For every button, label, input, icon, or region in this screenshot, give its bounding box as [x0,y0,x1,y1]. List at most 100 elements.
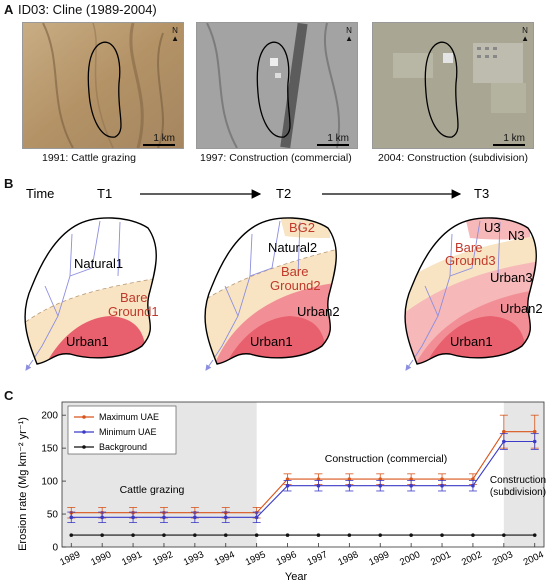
watershed-t3: U3 N3 Bare Ground3 Urban3 Urban2 Urban1 [404,217,543,371]
x-axis-label: Year [285,571,308,583]
x-tick-label: 2003 [491,549,515,568]
data-point [440,483,444,488]
plot-frame [61,401,545,548]
scale-bar [317,144,349,146]
legend-label: Minimum UAE [99,427,157,437]
legend-marker [82,430,86,434]
urban2-label-t2: Urban2 [297,304,340,319]
data-point [316,533,321,537]
watershed-t2: BG2 Natural2 Bare Ground2 Urban2 Urban1 [204,217,340,371]
data-point [347,477,352,481]
series-line [71,440,535,518]
bare-ground2-label: Bare [281,264,308,279]
data-point [502,533,506,537]
data-point [69,533,74,537]
scale-bar-label: 1 km [153,133,175,144]
photo-caption-2004: 2004: Construction (subdivision) [378,152,528,164]
y-tick-label: 150 [41,444,58,455]
scale-bar [143,144,175,146]
t2-label: T2 [276,186,291,201]
t3-label: T3 [474,186,489,201]
x-tick-label: 1994 [213,549,237,568]
data-point [285,533,290,537]
y-tick-label: 100 [41,477,58,488]
y-tick-label: 50 [47,510,59,521]
legend-label: Maximum UAE [99,412,159,422]
data-point [100,515,104,520]
legend-box [67,405,177,455]
panel-b-label: B [4,176,14,191]
urban3-label: Urban3 [490,270,533,285]
data-point [378,477,383,481]
t1-label: T1 [97,186,112,201]
time-label: Time [26,186,54,201]
n3-label: N3 [508,228,525,243]
data-point [378,483,383,488]
data-point [285,483,290,488]
bare-ground1-label-2: Ground1 [108,304,159,319]
y-tick-label: 0 [52,543,58,554]
chart-legend: Maximum UAE Minimum UAE Background [67,405,177,455]
data-point [471,483,475,488]
north-arrow-icon: N ▲ [521,26,529,43]
data-point [254,533,259,537]
urban1-label-t2: Urban1 [250,334,293,349]
legend-marker [82,415,86,419]
data-point [316,483,321,488]
data-point [409,533,413,537]
annotation-cattle-grazing: Cattle grazing [120,484,185,496]
data-point [532,439,537,444]
u3-label: U3 [484,220,501,235]
x-tick-label: 1991 [120,549,144,568]
data-point [532,533,537,537]
x-tick-label: 1993 [182,549,206,568]
data-point [254,515,259,520]
x-tick-label: 2002 [460,549,484,568]
data-point [347,483,352,488]
data-point [532,429,537,434]
x-tick-label: 2001 [429,549,453,568]
x-tick-label: 2000 [398,549,422,568]
satellite-photo-1997: N ▲ 1 km [196,22,358,149]
x-tick-label: 1989 [58,549,82,568]
data-point [162,515,166,520]
x-tick-label: 1998 [336,549,360,568]
annotation-construction: Construction [490,475,546,486]
scale-bar [493,144,525,146]
annotation-construction-commercial: Construction (commercial) [325,453,448,465]
y-tick-label: 200 [41,411,58,422]
data-point [347,533,352,537]
data-point [440,477,444,481]
data-point [378,533,383,537]
annotation-subdivision: (subdivision) [490,487,546,498]
x-tick-label: 1999 [367,549,391,568]
data-point [409,483,413,488]
urban1-label-t3: Urban1 [450,334,493,349]
data-point [316,477,321,481]
data-point [471,477,475,481]
satellite-photo-1991: N ▲ 1 km [22,22,184,149]
urban2-label-t3: Urban2 [500,301,543,316]
data-point [100,533,104,537]
bare-ground3-label-2: Ground3 [445,253,496,268]
watershed-t1: Natural1 Bare Ground1 Urban1 [24,217,159,371]
panel-c-label: C [4,388,14,403]
bare-ground3-label: Bare [455,240,482,255]
north-arrow-icon: N ▲ [171,26,179,43]
north-arrow-icon: N ▲ [345,26,353,43]
legend-label: Background [99,442,147,452]
photo-caption-1997: 1997: Construction (commercial) [200,152,352,164]
data-point [162,533,166,537]
bare-ground2-label-2: Ground2 [270,278,321,293]
data-point [285,477,290,481]
data-point [193,533,197,537]
data-point [131,533,135,537]
data-point [223,533,228,537]
natural1-label: Natural1 [74,256,123,271]
x-tick-label: 1990 [89,549,113,568]
data-point [131,515,135,520]
scale-bar-label: 1 km [503,133,525,144]
natural2-label: Natural2 [268,240,317,255]
watershed-diagram: Time T1 T2 T3 Natural1 Bare Ground1 Urba… [24,186,543,371]
erosion-rate-chart: 0 50 100 150 200 1989 1990 1991 1992 1993 1994 1995… [17,401,546,583]
